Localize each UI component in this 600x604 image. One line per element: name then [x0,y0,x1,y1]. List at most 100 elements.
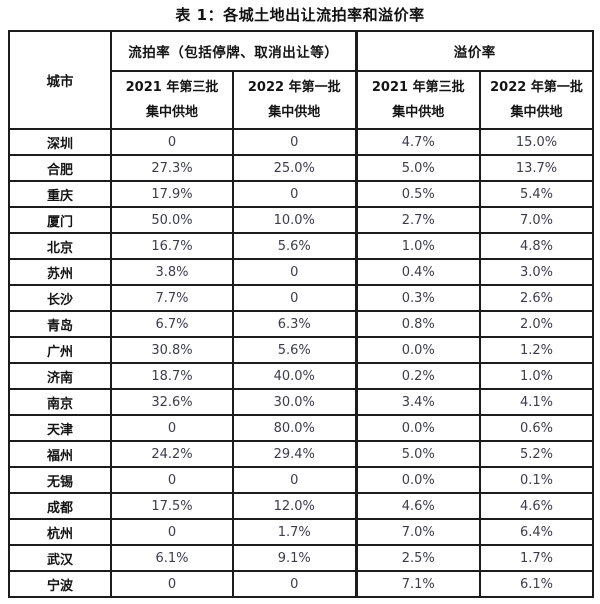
value-cell: 0 [110,414,234,442]
value-cell: 10.0% [232,206,357,234]
sub-header-failure-2021: 2021 年第三批 集中供地 [110,70,234,130]
value-cell: 2.5% [354,544,481,572]
table-row: 成都 17.5% 12.0% 4.6% 4.6% [8,492,594,520]
sub-header-line: 2022 年第一批 [490,80,583,95]
table-row: 青岛 6.7% 6.3% 0.8% 2.0% [8,310,594,338]
value-cell: 1.7% [232,518,357,546]
value-cell: 2.0% [479,310,594,338]
table-row: 无锡 0 0 0.0% 0.1% [8,466,594,494]
value-cell: 0.1% [479,466,594,494]
value-cell: 0 [232,258,357,286]
table-title: 表 1：各城土地出让流拍率和溢价率 [175,6,425,24]
value-cell: 3.8% [110,258,234,286]
value-cell: 5.0% [354,440,481,468]
value-cell: 0.0% [354,414,481,442]
group-header-row: 城市 流拍率（包括停牌、取消出让等） 溢价率 [8,30,594,130]
value-cell: 7.0% [354,518,481,546]
group-header-failure-rate: 流拍率（包括停牌、取消出让等） [110,30,357,72]
table-body: 深圳 0 0 4.7% 15.0% 合肥 27.3% 25.0% 5.0% 13.7% 重庆 17.9… [8,128,594,598]
sub-header-line: 集中供地 [268,105,321,120]
value-cell: 0.2% [354,362,481,390]
sub-header-line: 2022 年第一批 [247,80,341,95]
value-cell: 6.4% [479,518,594,546]
value-cell: 0 [232,570,357,598]
value-cell: 15.0% [479,128,594,156]
city-name: 南京 [8,388,112,416]
table-row: 济南 18.7% 40.0% 0.2% 1.0% [8,362,594,390]
value-cell: 17.5% [110,492,234,520]
city-name: 无锡 [8,466,112,494]
value-cell: 50.0% [110,206,234,234]
value-cell: 5.6% [232,232,357,260]
value-cell: 0 [232,128,357,156]
value-cell: 16.7% [110,232,234,260]
table-row: 厦门 50.0% 10.0% 2.7% 7.0% [8,206,594,234]
value-cell: 32.6% [110,388,234,416]
sub-header-failure-2022: 2022 年第一批 集中供地 [232,70,357,130]
table-row: 深圳 0 0 4.7% 15.0% [8,128,594,156]
sub-header-line: 集中供地 [510,105,563,120]
value-cell: 0 [110,570,234,598]
sub-header-line: 集中供地 [145,105,198,120]
value-cell: 25.0% [232,154,357,182]
value-cell: 7.7% [110,284,234,312]
city-name: 天津 [8,414,112,442]
value-cell: 5.0% [354,154,481,182]
city-name: 福州 [8,440,112,468]
value-cell: 1.7% [479,544,594,572]
sub-header-line: 2021 年第三批 [125,80,219,95]
city-name: 杭州 [8,518,112,546]
city-name: 北京 [8,232,112,260]
value-cell: 24.2% [110,440,234,468]
value-cell: 6.1% [110,544,234,572]
sub-header-row: 2021 年第三批 集中供地 2022 年第一批 集中供地 2021 年第三批 … [9,70,594,130]
value-cell: 4.7% [354,128,481,156]
city-name: 厦门 [8,206,112,234]
value-cell: 1.0% [354,232,481,260]
value-cell: 0 [110,128,234,156]
city-name: 济南 [8,362,112,390]
city-name: 深圳 [8,128,112,156]
value-cell: 30.8% [110,336,234,364]
value-cell: 5.6% [232,336,357,364]
value-cell: 4.6% [479,492,594,520]
table-row: 武汉 6.1% 9.1% 2.5% 1.7% [8,544,594,572]
value-cell: 7.0% [479,206,594,234]
value-cell: 3.0% [479,258,594,286]
value-cell: 27.3% [110,154,234,182]
table-row: 重庆 17.9% 0 0.5% 5.4% [8,180,594,208]
value-cell: 0.0% [354,336,481,364]
value-cell: 80.0% [232,414,357,442]
table-row: 合肥 27.3% 25.0% 5.0% 13.7% [8,154,594,182]
value-cell: 12.0% [232,492,357,520]
value-cell: 5.4% [479,180,594,208]
value-cell: 3.4% [354,388,481,416]
value-cell: 0.8% [354,310,481,338]
value-cell: 7.1% [354,570,481,598]
value-cell: 2.7% [354,206,481,234]
table-row: 天津 0 80.0% 0.0% 0.6% [8,414,594,442]
city-name: 青岛 [8,310,112,338]
city-name: 重庆 [8,180,112,208]
value-cell: 0.4% [354,258,481,286]
value-cell: 6.1% [479,570,594,598]
value-cell: 6.7% [110,310,234,338]
city-name: 长沙 [8,284,112,312]
table-header: 城市 流拍率（包括停牌、取消出让等） 溢价率 2021 年第三批 集中供地 20… [8,30,594,130]
value-cell: 0 [110,466,234,494]
value-cell: 0 [232,180,357,208]
city-name: 成都 [8,492,112,520]
value-cell: 5.2% [479,440,594,468]
value-cell: 0 [110,518,234,546]
sub-header-premium-2022: 2022 年第一批 集中供地 [479,70,594,130]
data-table: 城市 流拍率（包括停牌、取消出让等） 溢价率 2021 年第三批 集中供地 20… [8,30,594,598]
value-cell: 6.3% [232,310,357,338]
value-cell: 30.0% [232,388,357,416]
value-cell: 0 [232,284,357,312]
value-cell: 1.2% [479,336,594,364]
value-cell: 4.1% [479,388,594,416]
city-name: 广州 [8,336,112,364]
table-row: 南京 32.6% 30.0% 3.4% 4.1% [8,388,594,416]
sub-header-line: 2021 年第三批 [371,80,465,95]
